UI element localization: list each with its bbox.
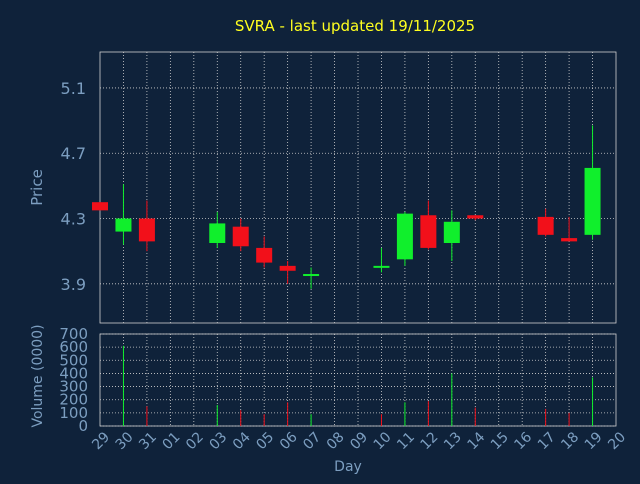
candle-body	[420, 215, 437, 248]
candle-12	[420, 200, 437, 250]
candle-body	[561, 238, 578, 242]
candle-body	[537, 216, 554, 235]
candle-body	[115, 218, 132, 232]
x-tick-label: 01	[160, 429, 184, 453]
price-tick-label: 4.7	[61, 144, 86, 163]
candle-30	[115, 184, 132, 245]
volume-tick-label: 600	[59, 338, 88, 356]
x-tick-label: 29	[89, 429, 113, 453]
x-tick-label: 10	[371, 429, 395, 453]
volume-tick-label: 500	[59, 351, 88, 369]
candle-31	[138, 200, 155, 252]
x-tick-label: 09	[347, 429, 371, 453]
candle-body	[303, 274, 320, 277]
candle-10	[373, 247, 390, 273]
price-tick-label: 3.9	[61, 275, 86, 294]
x-tick-label: 15	[488, 429, 512, 453]
x-tick-label: 07	[300, 429, 324, 453]
x-tick-label: 03	[206, 429, 230, 453]
candle-body	[256, 247, 273, 263]
x-tick-label: 08	[324, 429, 348, 453]
candle-18	[561, 216, 578, 242]
candle-body	[467, 215, 484, 219]
candle-body	[443, 221, 460, 244]
candle-body	[279, 265, 296, 271]
price-panel: 3.9 4.3 4.7 5.1 Price	[28, 51, 617, 324]
candle-body	[396, 213, 413, 260]
volume-plot-frame	[99, 333, 617, 427]
x-tick-label: 02	[183, 429, 207, 453]
x-tick-label: 20	[605, 429, 629, 453]
candle-06	[279, 260, 296, 284]
volume-axis-label: Volume (0000)	[30, 324, 46, 427]
candle-03	[209, 211, 226, 248]
x-tick-label: 17	[535, 429, 559, 453]
x-tick-label: 16	[511, 429, 535, 453]
candle-body	[92, 202, 108, 211]
price-plot-frame	[99, 51, 617, 324]
x-tick-label: 31	[136, 429, 160, 453]
volume-tick-label: 700	[59, 325, 88, 343]
x-tick-label: 06	[277, 429, 301, 453]
chart-title: SVRA - last updated 19/11/2025	[235, 17, 475, 35]
x-tick-label: 19	[582, 429, 606, 453]
x-tick-label: 14	[464, 429, 488, 453]
volume-tick-label: 200	[59, 391, 88, 409]
candle-19	[584, 125, 601, 240]
x-tick-label: 05	[253, 429, 277, 453]
candle-body	[232, 226, 249, 247]
x-tick-label: 11	[394, 429, 418, 453]
volume-tick-label: 400	[59, 364, 88, 382]
x-tick-label: 30	[113, 429, 137, 453]
candle-17	[537, 208, 554, 237]
candle-body	[373, 265, 390, 268]
x-tick-label: 18	[558, 429, 582, 453]
candle-11	[396, 211, 413, 266]
x-tick-label: 12	[418, 429, 442, 453]
candle-body	[209, 223, 226, 244]
candle-14	[467, 215, 484, 221]
x-axis-label: Day	[334, 459, 362, 475]
candle-07	[303, 267, 320, 289]
price-tick-label: 4.3	[61, 210, 86, 229]
x-tick-label: 13	[441, 429, 465, 453]
volume-tick-label: 300	[59, 378, 88, 396]
volume-tick-label: 0	[78, 417, 88, 435]
volume-tick-label: 100	[59, 404, 88, 422]
candle-body	[584, 167, 601, 235]
price-tick-label: 5.1	[61, 79, 86, 98]
candle-04	[232, 218, 249, 252]
candle-05	[256, 236, 273, 268]
x-tick-label: 04	[230, 429, 254, 453]
candle-29	[92, 202, 108, 211]
price-axis-label: Price	[28, 169, 46, 206]
candle-13	[443, 210, 460, 261]
candle-body	[138, 218, 155, 242]
